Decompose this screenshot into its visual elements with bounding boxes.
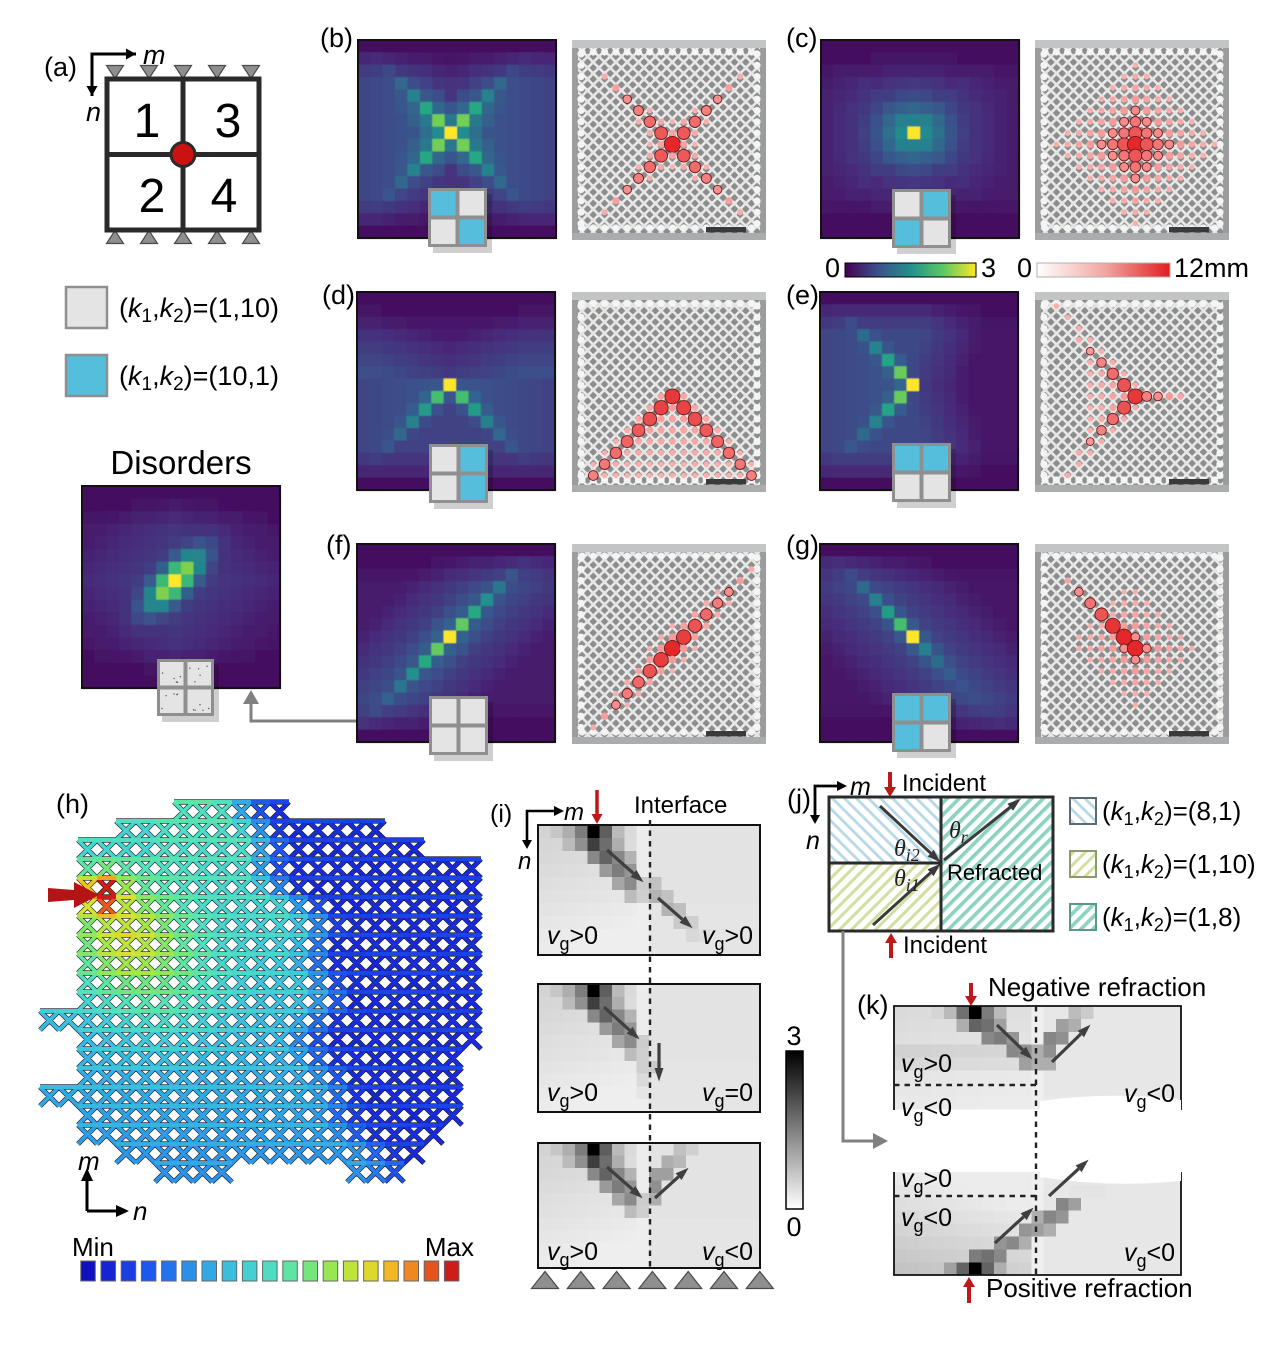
svg-text:vg>0: vg>0 [547, 1079, 598, 1111]
svg-text:n: n [806, 827, 820, 855]
svg-text:4: 4 [211, 170, 238, 223]
svg-text:m: m [564, 799, 584, 826]
svg-text:12mm: 12mm [1174, 253, 1249, 283]
svg-text:m: m [143, 40, 166, 70]
svg-text:vg<0: vg<0 [1124, 1080, 1175, 1112]
svg-text:vg>0: vg>0 [901, 1050, 952, 1082]
svg-text:n: n [518, 848, 531, 875]
svg-text:(k1,k2)=(10,1): (k1,k2)=(10,1) [119, 361, 279, 395]
svg-text:3: 3 [215, 95, 242, 148]
svg-text:(g): (g) [786, 530, 819, 560]
svg-text:2: 2 [139, 170, 166, 223]
svg-text:3: 3 [981, 253, 996, 283]
svg-text:(a): (a) [44, 52, 77, 82]
svg-text:vg>0: vg>0 [547, 922, 598, 954]
svg-text:(c): (c) [786, 23, 817, 53]
svg-text:0: 0 [1017, 253, 1032, 283]
svg-text:vg>0: vg>0 [901, 1165, 952, 1197]
svg-text:vg>0: vg>0 [547, 1238, 598, 1270]
svg-text:(d): (d) [322, 280, 355, 310]
svg-text:vg<0: vg<0 [901, 1204, 952, 1236]
svg-text:(f): (f) [326, 530, 351, 560]
svg-text:Max: Max [425, 1232, 474, 1262]
svg-text:(k1,k2)=(8,1): (k1,k2)=(8,1) [1102, 796, 1241, 829]
svg-text:θi2: θi2 [894, 836, 920, 865]
svg-text:(k): (k) [857, 990, 888, 1020]
svg-text:vg=0: vg=0 [702, 1079, 753, 1111]
svg-text:θr: θr [949, 818, 969, 847]
svg-text:m: m [850, 773, 871, 801]
svg-text:0: 0 [825, 253, 840, 283]
svg-text:1: 1 [134, 95, 161, 148]
svg-text:(j): (j) [787, 784, 811, 814]
svg-text:θi1: θi1 [894, 866, 920, 895]
svg-text:Interface: Interface [634, 792, 727, 819]
svg-text:Incident: Incident [903, 932, 987, 959]
svg-text:vg<0: vg<0 [702, 1238, 753, 1270]
svg-text:(k1,k2)=(1,8): (k1,k2)=(1,8) [1102, 902, 1241, 935]
svg-text:(i): (i) [490, 800, 512, 828]
svg-text:(e): (e) [786, 280, 819, 310]
svg-text:Incident: Incident [902, 770, 986, 797]
svg-text:m: m [78, 1146, 100, 1176]
svg-text:vg<0: vg<0 [901, 1094, 952, 1126]
svg-text:3: 3 [786, 1021, 801, 1051]
svg-text:vg<0: vg<0 [1124, 1239, 1175, 1271]
svg-text:n: n [133, 1196, 147, 1226]
svg-text:Disorders: Disorders [110, 444, 251, 481]
svg-text:Positive refraction: Positive refraction [986, 1273, 1193, 1303]
svg-text:Negative refraction: Negative refraction [988, 972, 1206, 1002]
svg-text:(b): (b) [320, 23, 353, 53]
svg-text:Min: Min [72, 1232, 114, 1262]
svg-text:n: n [86, 97, 101, 127]
svg-text:Refracted: Refracted [947, 860, 1042, 885]
svg-text:vg>0: vg>0 [702, 922, 753, 954]
svg-text:0: 0 [786, 1212, 801, 1242]
svg-text:(h): (h) [56, 789, 89, 819]
